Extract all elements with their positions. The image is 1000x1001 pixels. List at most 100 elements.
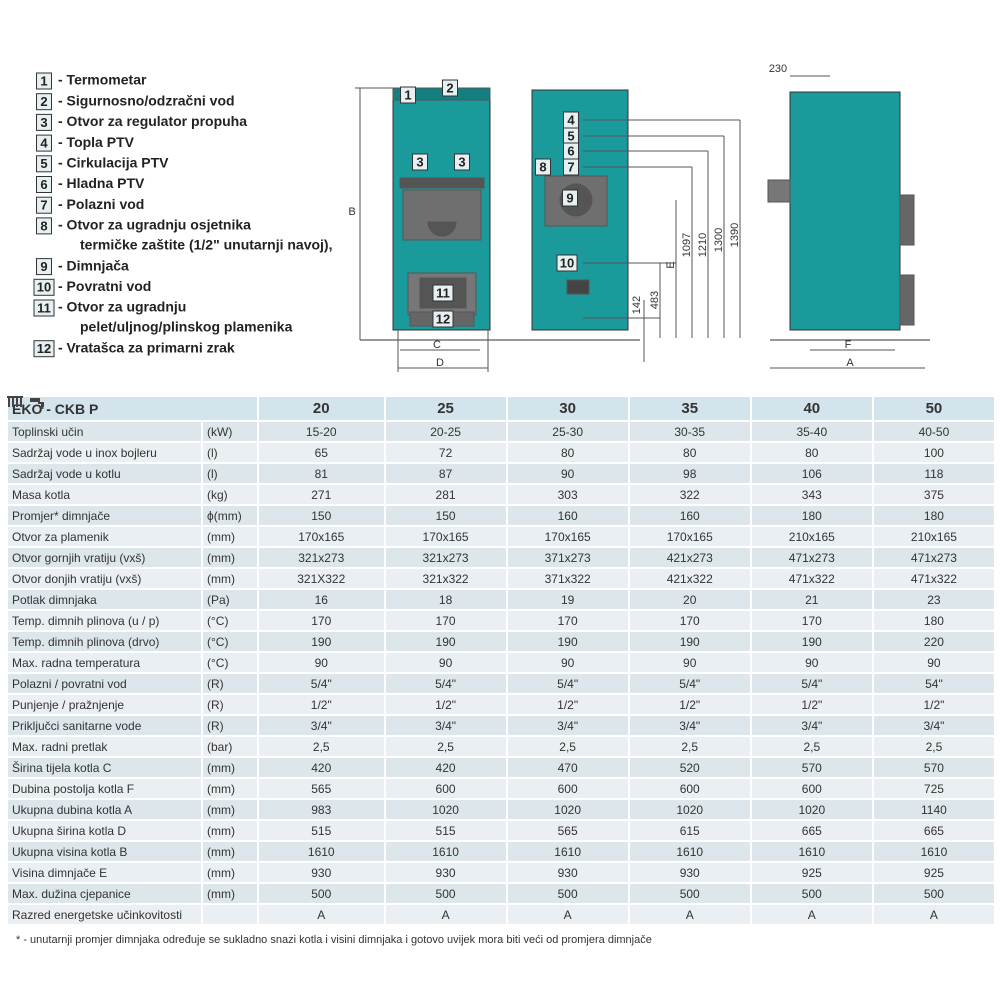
cell: 90 bbox=[259, 653, 384, 672]
table-row: Ukupna dubina kotla A (mm) 983 1020 1020 1020… bbox=[8, 800, 994, 819]
cell: 118 bbox=[873, 464, 994, 483]
number-box bbox=[36, 196, 52, 214]
row-unit: (l) bbox=[203, 464, 257, 483]
dimension-label: B bbox=[348, 206, 355, 218]
cell: 16 bbox=[259, 590, 384, 609]
cell: 3/4" bbox=[873, 716, 994, 735]
cell: 35-40 bbox=[751, 422, 872, 441]
cell: 3/4" bbox=[507, 716, 628, 735]
number-label: 9 bbox=[40, 259, 47, 274]
cell: A bbox=[629, 905, 750, 924]
number-box bbox=[556, 254, 578, 272]
cell: 2,5 bbox=[385, 737, 506, 756]
cell: 90 bbox=[507, 653, 628, 672]
cell: 98 bbox=[629, 464, 750, 483]
cell: 983 bbox=[259, 800, 384, 819]
row-unit: (mm) bbox=[203, 758, 257, 777]
cell: 54" bbox=[873, 674, 994, 693]
cell: 5/4" bbox=[259, 674, 384, 693]
model-header: 35 bbox=[629, 397, 750, 420]
cell: 1610 bbox=[751, 842, 872, 861]
number-box bbox=[454, 153, 470, 171]
cell: 515 bbox=[259, 821, 384, 840]
cell: 520 bbox=[629, 758, 750, 777]
cell: 303 bbox=[507, 485, 628, 504]
row-name: Max. radna temperatura bbox=[8, 653, 201, 672]
row-unit: (R) bbox=[203, 716, 257, 735]
cell: 470 bbox=[507, 758, 628, 777]
cell: 170 bbox=[507, 611, 628, 630]
cell: 190 bbox=[751, 632, 872, 651]
row-unit: (Pa) bbox=[203, 590, 257, 609]
row-name: Otvor donjih vratiju (vxš) bbox=[8, 569, 201, 588]
table-row: Temp. dimnih plinova (drvo) (°C) 190 190 190… bbox=[8, 632, 994, 651]
header-row: EKO - CKB P 20 25 30 35 40 50 bbox=[8, 397, 994, 420]
row-unit: (°C) bbox=[203, 632, 257, 651]
row-name: Potlak dimnjaka bbox=[8, 590, 201, 609]
cell: 2,5 bbox=[751, 737, 872, 756]
spec-table: EKO - CKB P 20 25 30 35 40 50 Toplinski učin (kW… bbox=[6, 395, 996, 926]
dimension-label: E bbox=[665, 261, 677, 268]
row-name: Otvor za plamenik bbox=[8, 527, 201, 546]
cell: 19 bbox=[507, 590, 628, 609]
legend-text: - Termometar bbox=[58, 72, 147, 88]
number-box bbox=[36, 93, 52, 111]
number-label: 4 bbox=[567, 112, 575, 127]
row-unit: (kg) bbox=[203, 485, 257, 504]
number-box bbox=[36, 134, 52, 152]
cell: 930 bbox=[259, 863, 384, 882]
table-title: EKO - CKB P bbox=[8, 397, 257, 420]
cell: 210x165 bbox=[751, 527, 872, 546]
number-box bbox=[36, 258, 52, 276]
cell: 170x165 bbox=[259, 527, 384, 546]
cell: 1020 bbox=[385, 800, 506, 819]
cell: 5/4" bbox=[385, 674, 506, 693]
row-unit: (°C) bbox=[203, 653, 257, 672]
cell: 725 bbox=[873, 779, 994, 798]
cell: 80 bbox=[629, 443, 750, 462]
number-label: 12 bbox=[37, 341, 51, 356]
cell: 471x273 bbox=[873, 548, 994, 567]
cell: 1020 bbox=[629, 800, 750, 819]
dimension-label: D bbox=[436, 357, 444, 369]
table-row: Toplinski učin (kW) 15-20 20-25 25-30 30-35 35… bbox=[8, 422, 994, 441]
number-box bbox=[33, 340, 55, 358]
cell: 5/4" bbox=[629, 674, 750, 693]
number-label: 6 bbox=[40, 177, 47, 192]
cell: 90 bbox=[873, 653, 994, 672]
row-name: Priključci sanitarne vode bbox=[8, 716, 201, 735]
row-name: Toplinski učin bbox=[8, 422, 201, 441]
number-label: 3 bbox=[416, 154, 423, 169]
number-label: 3 bbox=[40, 115, 47, 130]
number-label: 12 bbox=[436, 311, 450, 326]
cell: 500 bbox=[751, 884, 872, 903]
row-name: Polazni / povratni vod bbox=[8, 674, 201, 693]
cell: 150 bbox=[259, 506, 384, 525]
number-label: 10 bbox=[37, 280, 51, 295]
cell: 170 bbox=[629, 611, 750, 630]
number-box bbox=[36, 155, 52, 173]
cell: 170x165 bbox=[507, 527, 628, 546]
row-unit: (mm) bbox=[203, 821, 257, 840]
row-unit: (l) bbox=[203, 443, 257, 462]
legend-text: - Povratni vod bbox=[58, 278, 151, 294]
table-row: Priključci sanitarne vode (R) 3/4" 3/4" 3/4"… bbox=[8, 716, 994, 735]
cell: 500 bbox=[259, 884, 384, 903]
cell: A bbox=[873, 905, 994, 924]
cell: 615 bbox=[629, 821, 750, 840]
number-label: 3 bbox=[458, 154, 465, 169]
cell: 3/4" bbox=[751, 716, 872, 735]
row-name: Širina tijela kotla C bbox=[8, 758, 201, 777]
cell: 1/2" bbox=[629, 695, 750, 714]
dimension-label: 1097 bbox=[681, 233, 693, 257]
table-row: Punjenje / pražnjenje (R) 1/2" 1/2" 1/2" 1/2"… bbox=[8, 695, 994, 714]
cell: 18 bbox=[385, 590, 506, 609]
number-box bbox=[432, 284, 454, 302]
cell: 371x273 bbox=[507, 548, 628, 567]
row-name: Punjenje / pražnjenje bbox=[8, 695, 201, 714]
cell: 87 bbox=[385, 464, 506, 483]
row-unit: (bar) bbox=[203, 737, 257, 756]
row-name: Ukupna širina kotla D bbox=[8, 821, 201, 840]
number-label: 8 bbox=[40, 218, 47, 233]
cell: 321x322 bbox=[385, 569, 506, 588]
